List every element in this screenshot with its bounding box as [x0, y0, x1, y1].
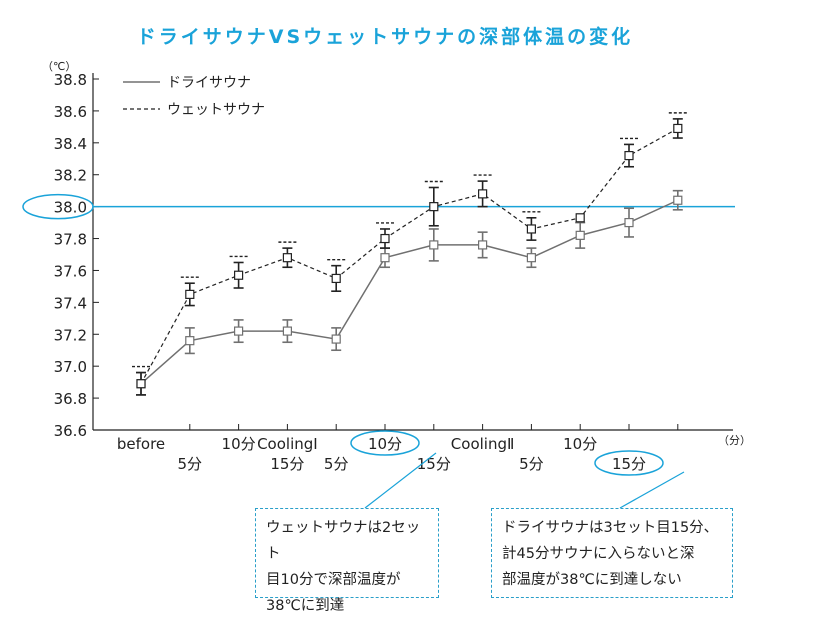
x-label-row2: 5分	[178, 455, 203, 473]
callout-dry-sauna: ドライサウナは3セット目15分、 計45分サウナに入らないと深 部温度が38℃に…	[491, 508, 733, 598]
data-point	[380, 253, 390, 263]
y-tick-label: 38.2	[54, 167, 87, 185]
y-tick-labels: 36.6 36.8 37.0 37.2 37.4 37.6 37.8 38.0 38.2 38.4…	[22, 71, 99, 440]
callout-right-line-1: ドライサウナは3セット目15分、	[502, 520, 719, 536]
x-label-highlight	[350, 430, 420, 456]
y-tick-label: 36.6	[54, 422, 87, 440]
callout-left-line-3: 38℃に到達	[266, 598, 345, 614]
legend-label-dry: ドライサウナ	[167, 75, 251, 91]
data-point	[185, 289, 195, 299]
data-point	[478, 240, 488, 250]
data-point	[331, 334, 341, 344]
x-label-row1: CoolingⅡ	[451, 435, 515, 453]
series-line	[140, 199, 679, 385]
x-axis-unit: （分）	[718, 434, 751, 447]
x-label-row2: 15分	[417, 455, 451, 473]
legend-label-wet: ウェットサウナ	[167, 102, 265, 118]
x-label-row2: 15分	[612, 455, 646, 473]
axes	[92, 73, 733, 431]
data-point	[673, 123, 683, 134]
x-label-row1: 10分	[368, 435, 402, 453]
x-label-row2: 5分	[519, 455, 544, 473]
data-point	[624, 150, 634, 161]
y-tick-label: 37.4	[54, 294, 87, 312]
data-point	[429, 240, 439, 250]
data-point	[380, 233, 390, 244]
data-point	[478, 189, 488, 199]
series-group	[132, 112, 687, 396]
data-point	[136, 379, 146, 389]
callout-left-line-1: ウェットサウナは2セット	[266, 520, 421, 562]
callout-right-pointer	[619, 471, 685, 509]
legend: ドライサウナ ウェットサウナ	[123, 75, 265, 118]
x-label-row1: 10分	[563, 435, 597, 453]
data-point	[234, 326, 244, 336]
y-tick-label: 37.6	[54, 262, 87, 280]
x-label-highlight	[594, 450, 664, 476]
y-tick-label: 36.8	[54, 390, 87, 408]
data-point	[282, 253, 292, 263]
data-point	[526, 253, 537, 263]
y-tick-label: 38.0	[54, 199, 87, 217]
callout-right-line-2: 計45分サウナに入らないと深	[502, 546, 695, 562]
x-label-row1: 10分	[222, 435, 256, 453]
data-point	[185, 336, 195, 346]
x-label-row1: before	[117, 435, 165, 453]
series-wet	[132, 112, 687, 396]
callout-left-pointer	[364, 452, 437, 509]
data-point	[624, 217, 634, 228]
data-point	[234, 270, 244, 280]
x-label-row2: 15分	[270, 455, 304, 473]
data-point	[673, 195, 683, 205]
chart-title: ドライサウナVSウェットサウナの深部体温の変化	[137, 25, 633, 48]
callout-wet-sauna: ウェットサウナは2セット 目10分で深部温度が 38℃に到達	[255, 508, 439, 614]
y-tick-label: 38.8	[54, 71, 87, 89]
y-tick-label: 38.6	[54, 103, 87, 121]
data-point	[331, 273, 341, 284]
data-point	[526, 224, 537, 234]
series-line	[140, 127, 679, 385]
series-dry	[136, 189, 683, 396]
data-point	[575, 230, 585, 240]
callout-pointers	[364, 452, 685, 509]
data-point	[429, 202, 439, 212]
y-tick-label: 38.4	[54, 135, 87, 153]
data-point	[575, 213, 585, 223]
x-label-row1: CoolingⅠ	[257, 435, 318, 453]
callout-right-line-3: 部温度が38℃に到達しない	[502, 572, 682, 588]
y-tick-label: 37.2	[54, 326, 87, 344]
x-label-row2: 5分	[324, 455, 349, 473]
callout-left-line-2: 目10分で深部温度が	[266, 572, 401, 588]
data-point	[282, 326, 292, 336]
y-tick-label: 37.0	[54, 358, 87, 376]
y-tick-label: 37.8	[54, 231, 87, 249]
y-axis-unit: （℃）	[42, 60, 76, 73]
